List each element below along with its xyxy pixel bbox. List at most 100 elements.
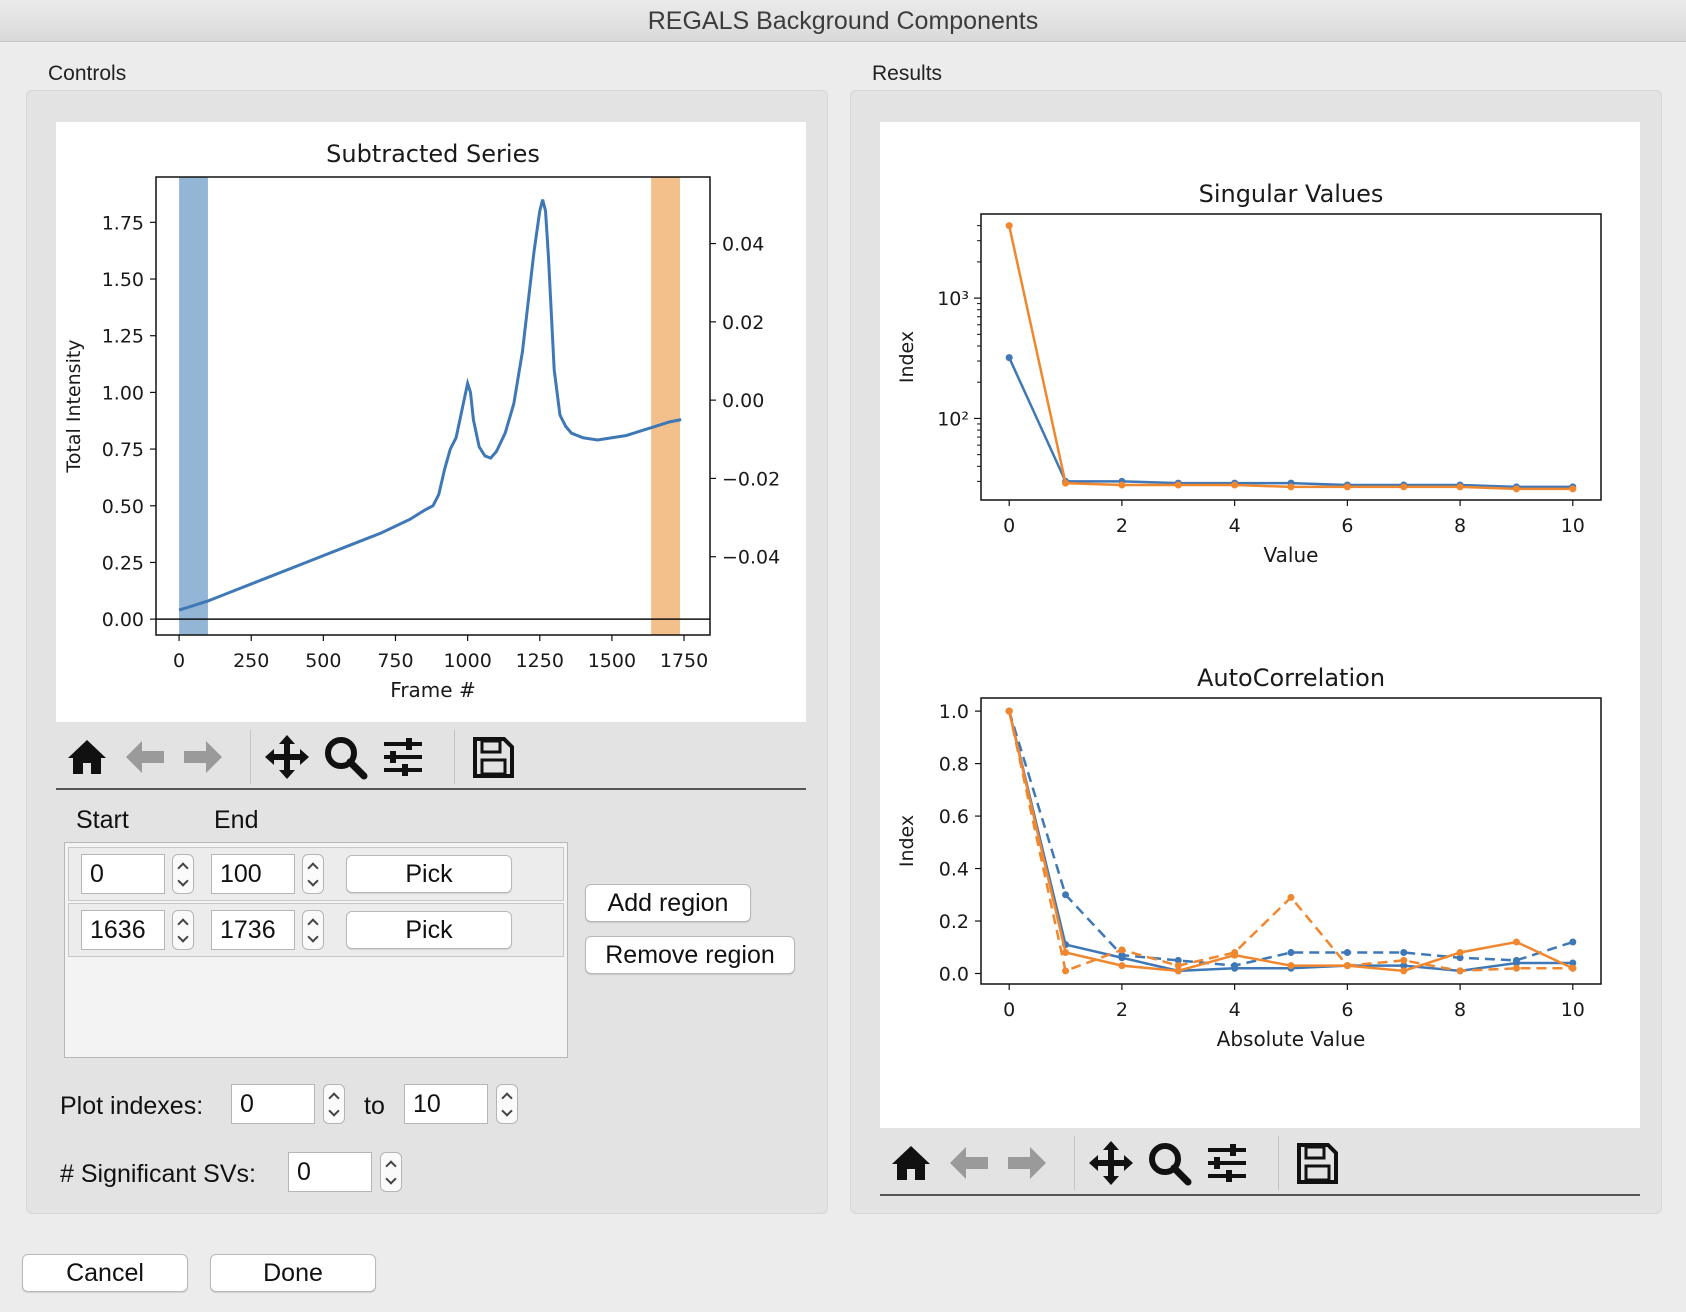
- region-start-input[interactable]: 0: [81, 854, 165, 894]
- subtracted-series-plot[interactable]: Subtracted Series 0 250 500 750 1000 1250 1500 1…: [56, 122, 806, 722]
- sv-chart-title: Singular Values: [1199, 180, 1384, 208]
- sv-data-point: [1062, 479, 1070, 487]
- ac-y-tick-label: 0.2: [939, 911, 969, 933]
- save-icon[interactable]: [468, 732, 518, 782]
- region-start-input[interactable]: 1636: [81, 910, 165, 950]
- ac-data-point: [1174, 967, 1182, 975]
- ac-data-point: [1231, 962, 1239, 970]
- forward-arrow-icon[interactable]: [1002, 1138, 1052, 1188]
- sv-data-point: [1456, 483, 1464, 491]
- home-icon[interactable]: [886, 1138, 936, 1188]
- sv-x-tick-label: 8: [1454, 515, 1466, 537]
- ac-data-point: [1512, 964, 1520, 972]
- region-row: 1636 1736 Pick: [68, 903, 564, 957]
- pick-button[interactable]: Pick: [346, 855, 512, 893]
- ac-data-point: [1456, 967, 1464, 975]
- sv-y-axis-label: Index: [896, 331, 918, 383]
- cancel-button[interactable]: Cancel: [22, 1254, 188, 1292]
- y-axis-label: Total Intensity: [63, 339, 85, 473]
- home-icon[interactable]: [62, 732, 112, 782]
- toolbar-separator: [1074, 1136, 1075, 1190]
- ac-x-tick-label: 2: [1116, 999, 1128, 1021]
- back-arrow-icon[interactable]: [944, 1138, 994, 1188]
- x-tick-label: 1250: [516, 650, 564, 672]
- y-tick-label: 0.00: [102, 609, 144, 631]
- ac-y-tick-label: 0.6: [939, 806, 969, 828]
- sv-data-point: [1174, 481, 1182, 489]
- ac-data-point: [1062, 967, 1070, 975]
- save-icon[interactable]: [1292, 1138, 1342, 1188]
- results-plot[interactable]: Singular Values 0 2 4 6 8 10 10³ 10² Value Index Au…: [880, 122, 1640, 1128]
- background-region: [651, 177, 680, 635]
- significant-svs-label: # Significant SVs:: [60, 1160, 256, 1188]
- x-axis-label: Frame #: [390, 678, 475, 702]
- zoom-icon[interactable]: [1144, 1138, 1194, 1188]
- add-region-button[interactable]: Add region: [585, 884, 751, 922]
- remove-region-button[interactable]: Remove region: [585, 936, 795, 974]
- region-end-input[interactable]: 100: [211, 854, 295, 894]
- region-start-stepper[interactable]: [172, 910, 194, 950]
- ac-data-point: [1400, 949, 1408, 957]
- sv-data-point: [1569, 485, 1577, 493]
- region-start-stepper[interactable]: [172, 854, 194, 894]
- significant-svs-stepper[interactable]: [380, 1152, 402, 1192]
- plot-indexes-label: Plot indexes:: [60, 1092, 204, 1120]
- toolbar-separator: [1278, 1136, 1279, 1190]
- ac-x-axis-label: Absolute Value: [1217, 1027, 1366, 1051]
- regions-list[interactable]: 0 100 Pick 1636 1736 Pick: [64, 842, 568, 1058]
- ac-data-point: [1512, 956, 1520, 964]
- ac-y-tick-label: 0.4: [939, 859, 969, 881]
- ac-data-point: [1287, 949, 1295, 957]
- ac-data-point: [1231, 949, 1239, 957]
- ac-y-tick-label: 1.0: [939, 701, 969, 723]
- end-column-header: End: [214, 806, 259, 834]
- ac-x-tick-label: 10: [1561, 999, 1585, 1021]
- controls-group-label: Controls: [48, 62, 127, 85]
- forward-arrow-icon[interactable]: [178, 732, 228, 782]
- ac-x-tick-label: 0: [1003, 999, 1015, 1021]
- y-tick-label: 1.25: [102, 326, 144, 348]
- subtracted-series-chart: Subtracted Series 0 250 500 750 1000 1250 1500 1…: [63, 140, 780, 702]
- y-tick-label: 1.75: [102, 212, 144, 234]
- ac-data-point: [1569, 964, 1577, 972]
- done-button[interactable]: Done: [210, 1254, 376, 1292]
- plot-index-start-stepper[interactable]: [323, 1084, 345, 1124]
- y2-tick-label: 0.04: [722, 234, 764, 256]
- sv-series-line: [1007, 225, 1573, 491]
- pick-button[interactable]: Pick: [346, 911, 512, 949]
- region-end-stepper[interactable]: [302, 854, 324, 894]
- pan-icon[interactable]: [1086, 1138, 1136, 1188]
- x-tick-label: 1750: [660, 650, 708, 672]
- sv-data-point: [1287, 483, 1295, 491]
- configure-subplots-icon[interactable]: [378, 732, 428, 782]
- plot-index-start-input[interactable]: 0: [231, 1084, 315, 1124]
- ac-x-tick-label: 4: [1229, 999, 1241, 1021]
- ac-series-line: [1007, 710, 1574, 967]
- sv-x-tick-label: 4: [1229, 515, 1241, 537]
- sv-data-point: [1118, 481, 1126, 489]
- sv-data-point: [1343, 483, 1351, 491]
- sv-data-point: [1512, 485, 1520, 493]
- region-end-stepper[interactable]: [302, 910, 324, 950]
- significant-svs-input[interactable]: 0: [288, 1152, 372, 1192]
- sv-series-line: [1008, 357, 1573, 489]
- x-tick-label: 750: [377, 650, 413, 672]
- ac-data-point: [1118, 946, 1126, 954]
- ac-data-point: [1456, 949, 1464, 957]
- plot-index-end-stepper[interactable]: [496, 1084, 518, 1124]
- sv-x-axis-label: Value: [1264, 543, 1319, 567]
- ac-data-point: [1118, 951, 1126, 959]
- results-group-label: Results: [872, 62, 943, 85]
- region-end-input[interactable]: 1736: [211, 910, 295, 950]
- ac-data-point: [1400, 956, 1408, 964]
- zoom-icon[interactable]: [320, 732, 370, 782]
- to-label: to: [364, 1092, 385, 1120]
- sv-data-point: [1231, 481, 1239, 489]
- ac-data-point: [1569, 938, 1577, 946]
- pan-icon[interactable]: [262, 732, 312, 782]
- configure-subplots-icon[interactable]: [1202, 1138, 1252, 1188]
- ac-series-line: [1007, 710, 1573, 973]
- plot-index-end-input[interactable]: 10: [404, 1084, 488, 1124]
- back-arrow-icon[interactable]: [120, 732, 170, 782]
- region-row: 0 100 Pick: [68, 847, 564, 901]
